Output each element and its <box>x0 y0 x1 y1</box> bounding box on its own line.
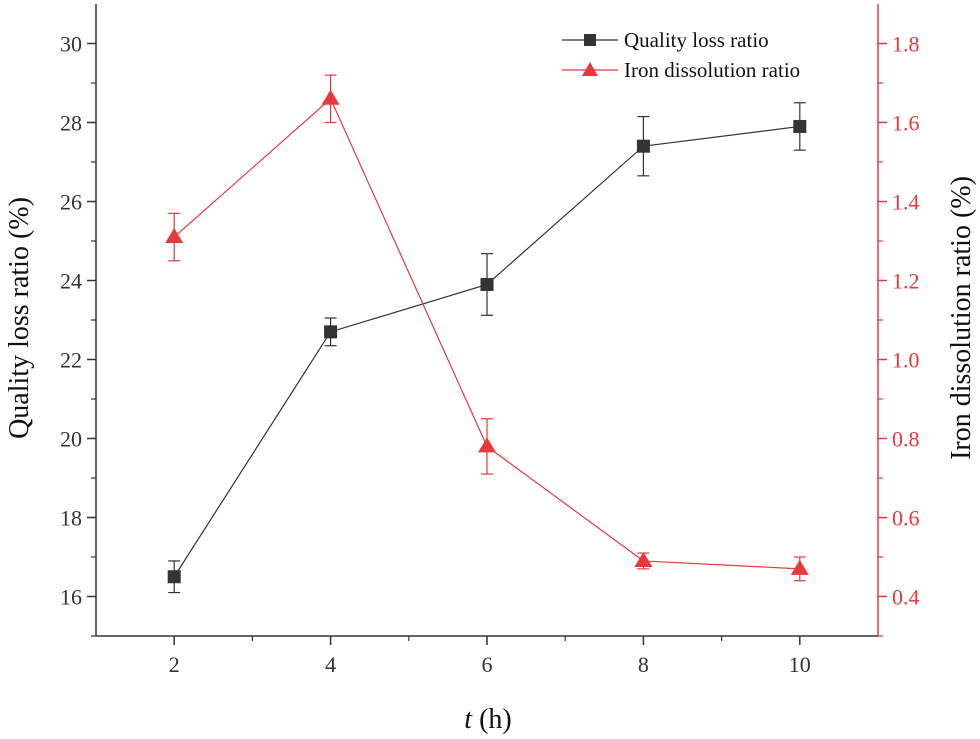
x-tick-label: 8 <box>638 652 649 677</box>
data-point <box>793 119 807 133</box>
data-point <box>165 228 184 244</box>
series-line <box>173 97 800 570</box>
data-point <box>478 437 496 453</box>
series-line <box>173 125 800 578</box>
x-tick-label: 10 <box>789 652 811 677</box>
y-axis-left: 16 18 20 22 24 26 28 30 <box>60 32 96 637</box>
x-tick-label: 4 <box>325 652 336 677</box>
data-point <box>167 570 181 584</box>
y-axis-right-title: Iron dissolution ratio (%) <box>946 176 977 460</box>
y-right-tick-label: 0.6 <box>892 506 920 531</box>
series-layer <box>165 74 809 594</box>
legend-label-iron-dissolution: Iron dissolution ratio <box>624 58 800 82</box>
y-right-tick-label: 1.8 <box>892 32 920 57</box>
data-point <box>634 551 653 567</box>
legend: Quality loss ratio Iron dissolution rati… <box>562 28 800 82</box>
y-right-tick-label: 0.4 <box>892 585 920 610</box>
y-axis-right: 0.4 0.6 0.8 1.0 1.2 1.4 1.6 1.8 <box>878 32 920 637</box>
y-right-tick-label: 1.4 <box>892 190 920 215</box>
legend-marker-quality-loss <box>584 34 596 46</box>
y-left-tick-label: 24 <box>60 269 82 294</box>
data-point <box>321 89 340 105</box>
y-right-tick-label: 0.8 <box>892 427 920 452</box>
y-left-tick-label: 26 <box>60 190 82 215</box>
legend-marker-iron-dissolution <box>582 62 598 76</box>
plot-frame <box>95 4 879 637</box>
legend-label-quality-loss: Quality loss ratio <box>624 28 769 52</box>
x-axis-title-unit: (h) <box>472 704 512 735</box>
y-right-tick-label: 1.6 <box>892 111 920 136</box>
y-left-tick-label: 18 <box>60 506 82 531</box>
x-tick-label: 2 <box>169 652 180 677</box>
y-left-tick-label: 16 <box>60 585 82 610</box>
y-right-tick-label: 1.0 <box>892 348 920 373</box>
y-left-tick-label: 28 <box>60 111 82 136</box>
data-point <box>790 559 809 575</box>
y-left-tick-label: 30 <box>60 32 82 57</box>
data-point <box>324 325 338 339</box>
data-point <box>480 277 494 291</box>
y-left-tick-label: 22 <box>60 348 82 373</box>
x-axis-title-variable: t <box>464 704 473 735</box>
x-axis: 2 4 6 8 10 <box>169 636 811 677</box>
series-quality-loss <box>167 102 807 594</box>
x-tick-label: 6 <box>482 652 493 677</box>
y-left-tick-label: 20 <box>60 427 82 452</box>
y-axis-left-title: Quality loss ratio (%) <box>4 197 35 439</box>
y-right-tick-label: 1.2 <box>892 269 920 294</box>
x-axis-title: t (h) <box>464 704 511 735</box>
data-point <box>636 139 650 153</box>
series-iron-dissolution <box>165 74 809 582</box>
